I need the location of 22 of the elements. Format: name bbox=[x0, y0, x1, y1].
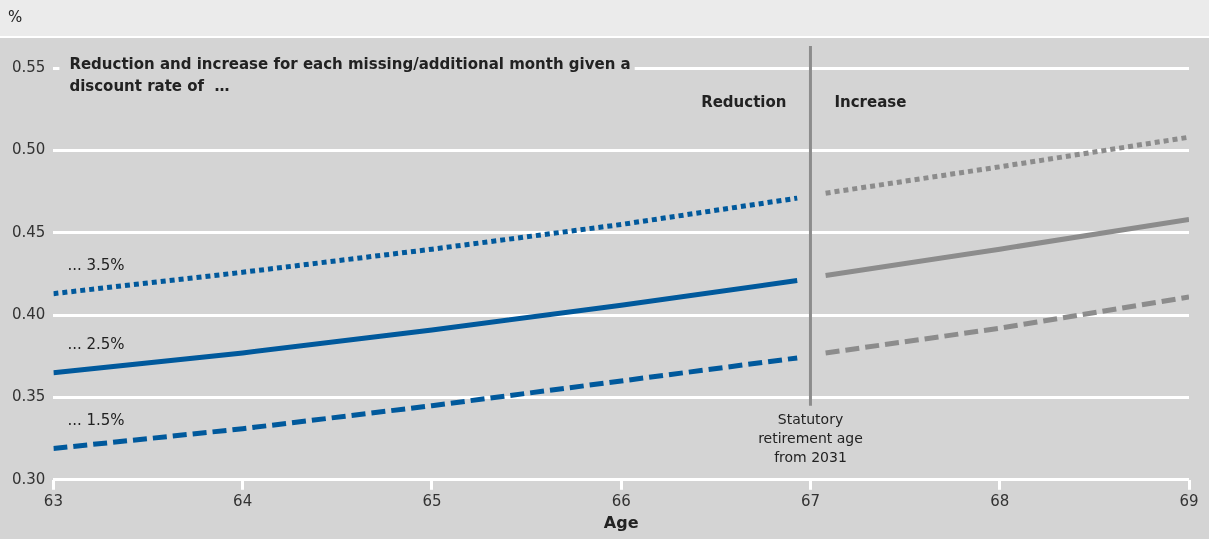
y-tick-label: 0.40 bbox=[11, 304, 46, 323]
annotation: Reduction bbox=[701, 93, 787, 112]
series-label: ... 2.5% bbox=[67, 335, 125, 354]
ref-line-label: Statutory retirement age from 2031 bbox=[758, 411, 863, 466]
x-tick-label: 67 bbox=[800, 491, 821, 510]
annotation: Increase bbox=[834, 93, 907, 112]
series-label: ... 1.5% bbox=[67, 410, 125, 429]
x-tick-label: 65 bbox=[422, 491, 442, 510]
x-tick-label: 69 bbox=[1179, 491, 1199, 510]
y-tick-label: 0.35 bbox=[11, 387, 46, 406]
y-tick-label: 0.30 bbox=[11, 469, 46, 488]
x-axis-title: Age bbox=[603, 512, 639, 532]
y-tick-label: 0.45 bbox=[11, 222, 46, 241]
x-tick-label: 63 bbox=[43, 491, 63, 510]
y-axis-title: % bbox=[8, 8, 23, 26]
y-tick-label: 0.55 bbox=[11, 57, 46, 76]
series-label: ... 3.5% bbox=[67, 256, 125, 275]
x-tick-label: 68 bbox=[990, 491, 1010, 510]
y-tick-label: 0.50 bbox=[11, 140, 46, 159]
x-tick-label: 66 bbox=[611, 491, 631, 510]
x-tick-label: 64 bbox=[233, 491, 253, 510]
annotation: Reduction and increase for each missing/additional month given a discount rate of … bbox=[69, 55, 631, 96]
